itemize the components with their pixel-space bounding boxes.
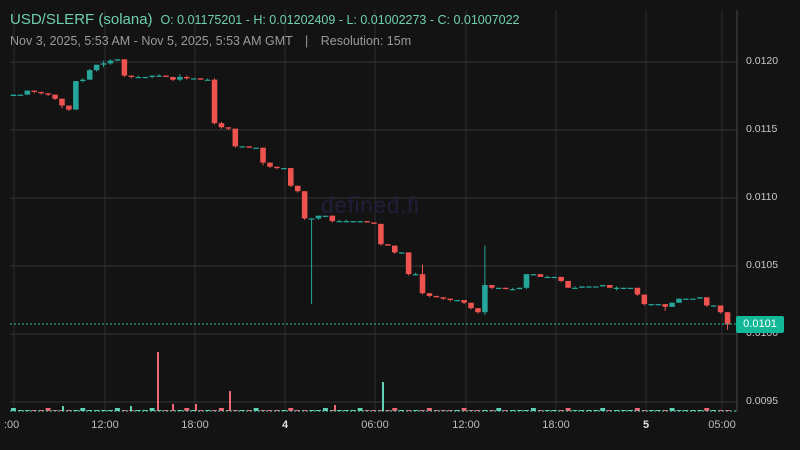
time-tick-label: 06:00 bbox=[361, 419, 389, 431]
pair-title: USD/SLERF (solana) bbox=[10, 11, 153, 28]
current-price-tag: 0.0101 bbox=[736, 316, 784, 333]
candlesticks bbox=[10, 59, 731, 330]
time-tick-label: 12:00 bbox=[452, 419, 480, 431]
time-tick-label: 5 bbox=[642, 419, 650, 431]
separator: | bbox=[305, 34, 309, 48]
price-tick-label: 0.0105 bbox=[746, 259, 779, 271]
volume-bars bbox=[10, 352, 737, 412]
time-tick-label: 4 bbox=[281, 419, 289, 431]
resolution-label: Resolution: 15m bbox=[320, 34, 412, 48]
grid-lines bbox=[10, 10, 737, 412]
chart-header: USD/SLERF (solana) O: 0.01175201 - H: 0.… bbox=[10, 11, 520, 48]
time-tick-label: 05:00 bbox=[708, 419, 736, 431]
price-tick-label: 0.0115 bbox=[746, 123, 778, 135]
time-tick-label: 18:00 bbox=[181, 419, 209, 431]
ohlc-values: O: 0.01175201 - H: 0.01202409 - L: 0.010… bbox=[160, 13, 520, 27]
price-tick-label: 0.0120 bbox=[746, 55, 779, 67]
price-tick-label: 0.0110 bbox=[746, 191, 778, 203]
watermark: defined.fi bbox=[321, 192, 420, 218]
time-tick-label: :00 bbox=[4, 419, 20, 431]
time-tick-label: 12:00 bbox=[91, 419, 119, 431]
price-tick-label: 0.0095 bbox=[746, 395, 779, 407]
time-tick-label: 18:00 bbox=[542, 419, 570, 431]
date-range: Nov 3, 2025, 5:53 AM - Nov 5, 2025, 5:53… bbox=[10, 34, 293, 48]
